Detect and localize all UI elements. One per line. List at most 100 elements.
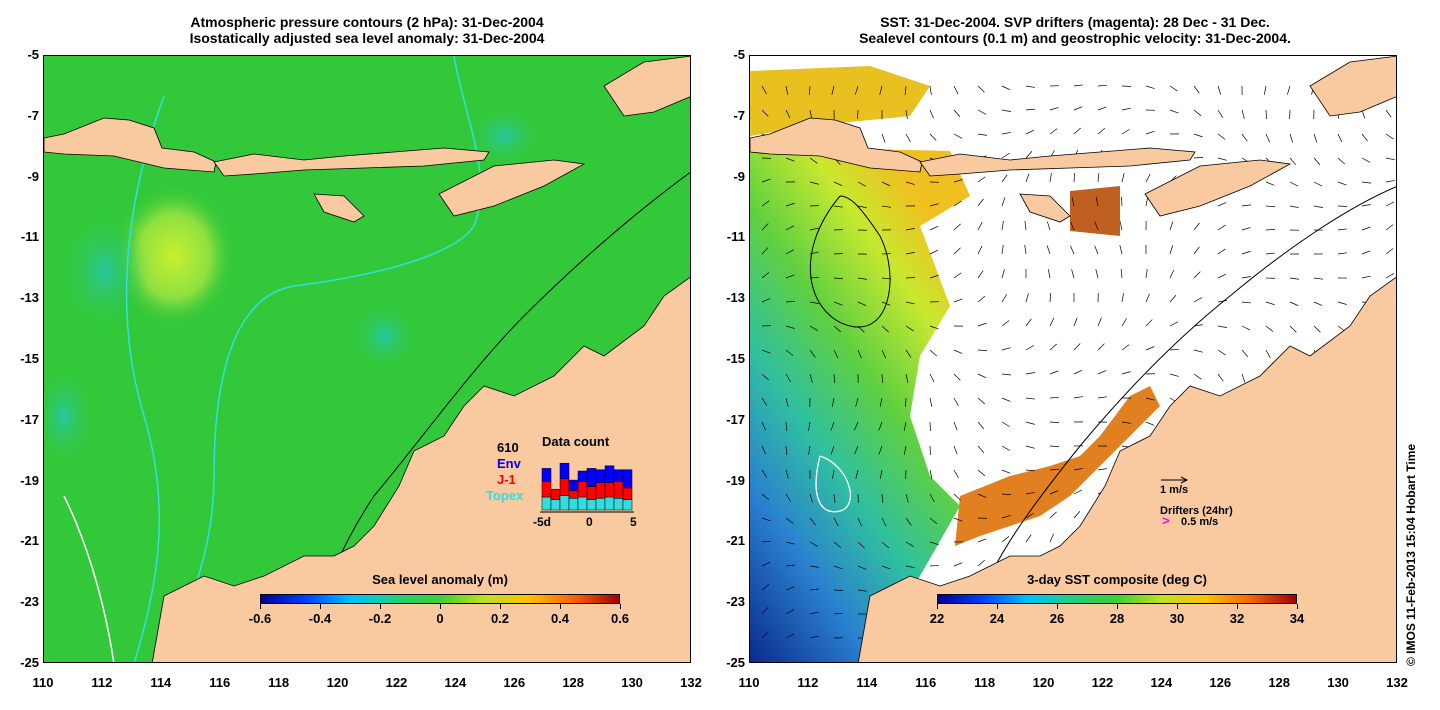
velocity-arrow: [1241, 133, 1248, 142]
timor-island: [438, 159, 586, 217]
velocity-arrow: [929, 274, 939, 279]
data-count-title: Data count: [542, 434, 610, 449]
histogram-bar-j1: [541, 481, 552, 498]
data-count-total: 610: [497, 440, 519, 455]
left-colorbar-tick-label: 0.4: [550, 611, 570, 626]
right-x-tick: 110: [738, 675, 760, 690]
velocity-arrow: [857, 301, 867, 307]
velocity-arrow: [1217, 109, 1224, 118]
velocity-arrow: [809, 325, 818, 331]
velocity-arrow: [1049, 293, 1052, 303]
velocity-arrow: [1025, 421, 1035, 425]
velocity-arrow: [904, 85, 907, 95]
velocity-arrow: [1241, 109, 1245, 119]
velocity-arrow: [761, 223, 769, 231]
drifter-symbol: >: [1162, 513, 1170, 528]
velocity-arrow: [785, 373, 791, 382]
velocity-arrow: [1313, 205, 1323, 208]
velocity-arrow: [855, 469, 859, 479]
velocity-arrow: [1001, 469, 1011, 474]
velocity-arrow: [1049, 396, 1060, 399]
velocity-arrow: [808, 421, 811, 431]
velocity-arrow: [929, 349, 937, 357]
histogram-bar-topex: [541, 496, 552, 511]
velocity-arrow: [785, 586, 795, 591]
right-y-tick: -23: [726, 594, 745, 610]
sealevel-contour: [989, 186, 1396, 577]
velocity-arrow: [977, 270, 984, 279]
sea-level-colorbar: [260, 594, 620, 604]
velocity-arrow: [1241, 227, 1251, 231]
velocity-arrow: [833, 373, 836, 383]
velocity-arrow: [1241, 373, 1246, 383]
velocity-arrow: [1193, 373, 1202, 380]
velocity-arrow: [1049, 173, 1052, 183]
velocity-arrow: [905, 517, 912, 526]
sst-coverage-west: [750, 146, 970, 662]
velocity-arrow: [953, 493, 961, 501]
velocity-arrow: [785, 564, 795, 567]
velocity-arrow: [857, 181, 867, 187]
velocity-arrow: [1145, 85, 1155, 89]
right-colorbar-tick-label: 26: [1049, 611, 1065, 626]
velocity-arrow: [879, 397, 883, 407]
velocity-arrow: [809, 227, 819, 231]
left-colorbar-tick-label: -0.4: [308, 611, 332, 626]
velocity-arrow: [1121, 371, 1131, 375]
velocity-arrow: [1049, 107, 1059, 111]
velocity-arrow: [1120, 269, 1123, 279]
velocity-arrow: [953, 298, 963, 303]
velocity-arrow: [1145, 421, 1155, 426]
velocity-arrow: [809, 109, 813, 119]
velocity-arrow: [1001, 221, 1004, 231]
velocity-arrow: [881, 541, 890, 549]
left-colorbar-tick-mark: [560, 604, 561, 609]
velocity-scale-label: 1 m/s: [1160, 484, 1189, 496]
velocity-arrow: [929, 469, 933, 479]
velocity-arrow: [1217, 224, 1226, 231]
velocity-arrow: [1385, 248, 1394, 255]
right-colorbar-tick-mark: [1057, 604, 1058, 609]
left-colorbar-title: Sea level anomaly (m): [372, 572, 508, 587]
velocity-arrow: [1001, 373, 1011, 376]
velocity-arrow: [905, 301, 915, 305]
velocity-arrow: [905, 133, 911, 143]
left-colorbar-tick-mark: [380, 604, 381, 609]
velocity-arrow: [854, 445, 859, 455]
histogram-bar-env: [604, 465, 615, 483]
velocity-arrow: [1046, 221, 1051, 231]
velocity-arrow: [1121, 293, 1124, 303]
velocity-arrow: [905, 277, 916, 279]
velocity-arrow: [809, 611, 819, 615]
velocity-arrow: [1217, 273, 1227, 279]
velocity-arrow: [761, 272, 770, 279]
velocity-arrow: [1193, 133, 1203, 138]
velocity-arrow: [977, 559, 986, 567]
velocity-arrow: [1289, 325, 1297, 333]
left-y-tick: -13: [20, 290, 39, 306]
velocity-arrow: [857, 277, 867, 280]
velocity-arrow: [1001, 515, 1011, 519]
velocity-arrow: [785, 445, 788, 455]
left-colorbar-tick-label: -0.2: [368, 611, 392, 626]
velocity-arrow: [1385, 157, 1395, 161]
velocity-arrow: [881, 493, 884, 503]
lesser-sunda-islands: [213, 147, 490, 177]
velocity-arrow: [878, 421, 883, 431]
legend-topex: Topex: [486, 488, 524, 503]
white-sealevel-contour: [815, 455, 851, 513]
velocity-arrow: [1097, 317, 1102, 327]
velocity-arrow: [785, 300, 795, 303]
velocity-arrow: [1145, 293, 1150, 303]
velocity-arrow: [1193, 246, 1200, 255]
velocity-arrow: [1193, 85, 1200, 94]
velocity-scale-arrow: [1161, 476, 1189, 484]
left-colorbar-tick-label: -0.6: [248, 611, 272, 626]
histogram-bar-topex: [622, 499, 633, 511]
velocity-arrow: [1073, 84, 1083, 87]
velocity-arrow: [1049, 317, 1055, 327]
velocity-arrow: [881, 373, 883, 384]
velocity-arrow: [953, 469, 959, 478]
velocity-arrow: [1289, 277, 1299, 280]
velocity-arrow: [857, 565, 867, 570]
